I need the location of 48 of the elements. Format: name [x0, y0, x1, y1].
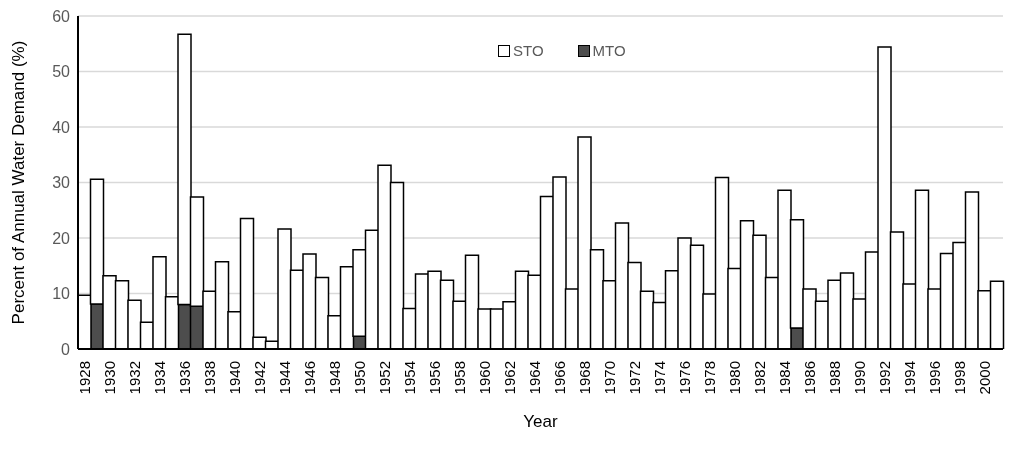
x-tick-label: 1978	[700, 361, 718, 395]
y-tick-label: 60	[52, 7, 71, 25]
x-tick-label: 1980	[725, 361, 743, 395]
x-tick-label: 1934	[150, 361, 168, 395]
x-tick-label: 1996	[925, 361, 943, 395]
x-tick-label: 1940	[225, 361, 243, 395]
x-tick-label: 1986	[800, 361, 818, 395]
x-tick-label: 1984	[775, 361, 793, 395]
legend-label: MTO	[591, 42, 626, 59]
y-tick-label: 30	[52, 174, 71, 192]
x-tick-label: 1944	[275, 361, 293, 395]
x-tick-label: 1952	[375, 361, 393, 395]
x-axis-title: Year	[523, 412, 559, 431]
y-tick-label: 40	[52, 118, 71, 136]
x-tick-label: 1990	[850, 361, 868, 395]
x-tick-label: 1966	[550, 361, 568, 395]
x-tick-label: 1964	[525, 361, 543, 395]
x-tick-label: 1942	[250, 361, 268, 395]
x-tick-label: 1948	[325, 361, 343, 395]
y-tick-label: 10	[52, 285, 71, 303]
y-tick-label: 0	[61, 340, 71, 358]
x-tick-label: 1950	[350, 361, 368, 395]
x-tick-label: 1972	[625, 361, 643, 395]
x-tick-label: 1994	[900, 361, 918, 395]
y-tick-label: 50	[52, 63, 71, 81]
x-tick-label: 1936	[175, 361, 193, 395]
x-tick-label: 1946	[300, 361, 318, 395]
y-tick-label: 20	[52, 229, 71, 247]
x-tick-label: 1976	[675, 361, 693, 395]
x-tick-label: 1962	[500, 361, 518, 395]
x-tick-label: 1958	[450, 361, 468, 395]
x-tick-label: 2000	[975, 361, 993, 395]
x-tick-label: 1998	[950, 361, 968, 395]
x-tick-label: 1982	[750, 361, 768, 395]
x-tick-label: 1968	[575, 361, 593, 395]
x-tick-label: 1992	[875, 361, 893, 395]
x-tick-label: 1988	[825, 361, 843, 395]
legend-label: STO	[512, 42, 544, 59]
x-tick-label: 1970	[600, 361, 618, 395]
x-tick-label: 1932	[125, 361, 143, 395]
y-axis-title: Percent of Annual Water Demand (%)	[9, 40, 29, 325]
x-tick-label: 1928	[75, 361, 93, 395]
x-tick-label: 1938	[200, 361, 218, 395]
x-tick-label: 1954	[400, 361, 418, 395]
x-tick-label: 1974	[650, 361, 668, 395]
x-tick-label: 1930	[100, 361, 118, 395]
x-tick-label: 1960	[475, 361, 493, 395]
x-tick-label: 1956	[425, 361, 443, 395]
